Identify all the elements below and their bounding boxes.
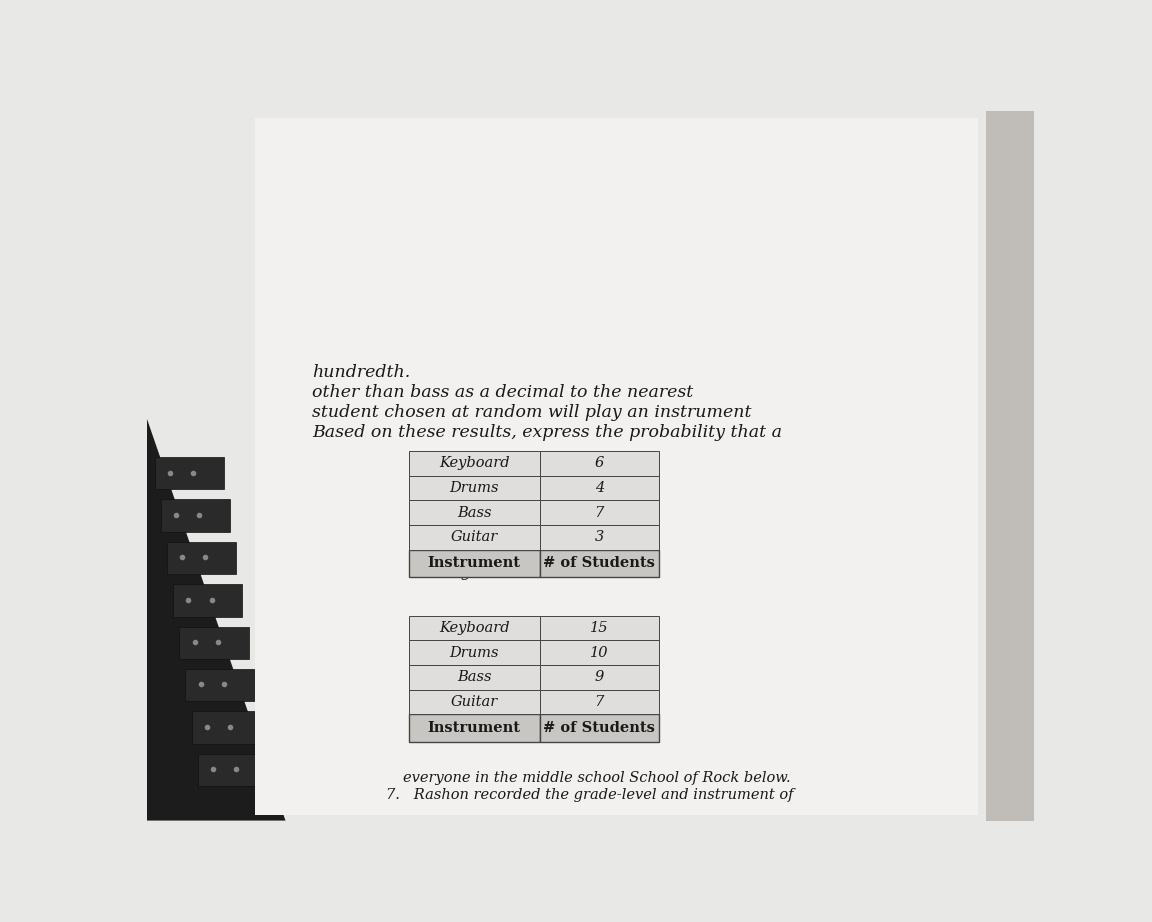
Bar [539,665,659,690]
Bar [539,550,659,577]
Bar [539,451,659,476]
Text: Keyboard: Keyboard [439,456,509,470]
Text: 4: 4 [594,481,604,495]
Text: 15: 15 [590,621,608,635]
Text: # of Students: # of Students [544,721,655,735]
Text: 7: 7 [594,505,604,520]
Bar [409,451,539,476]
Text: Eighth Grade Students: Eighth Grade Students [445,566,623,580]
Text: other than bass as a decimal to the nearest: other than bass as a decimal to the near… [312,384,694,401]
Bar [539,641,659,665]
Text: Guitar: Guitar [450,695,498,709]
Text: 3: 3 [594,530,604,544]
Bar [198,753,267,786]
Bar [539,715,659,742]
Text: Seventh Grade Students: Seventh Grade Students [439,731,628,745]
Bar [167,542,236,574]
Bar [191,711,260,743]
Text: Drums: Drums [449,481,499,495]
Bar [986,111,1034,821]
Bar [161,500,230,532]
Bar [409,501,539,525]
Bar [255,118,978,815]
Text: Drums: Drums [449,645,499,660]
Text: Keyboard: Keyboard [439,621,509,635]
Bar [539,476,659,501]
Text: Instrument: Instrument [427,556,521,571]
Text: student chosen at random will play an instrument: student chosen at random will play an in… [312,404,752,421]
Bar [409,550,539,577]
Bar [409,641,539,665]
Bar [409,715,539,742]
Bar [409,690,539,715]
Bar [409,525,539,550]
Text: everyone in the middle school School of Rock below.: everyone in the middle school School of … [402,772,790,786]
Text: Based on these results, express the probability that a: Based on these results, express the prob… [312,424,782,441]
Text: 7: 7 [594,695,604,709]
Text: Bass: Bass [457,670,492,684]
Bar [185,668,255,702]
Text: 10: 10 [590,645,608,660]
Polygon shape [146,419,286,821]
Bar [539,501,659,525]
Bar [173,585,242,617]
Text: 9: 9 [594,670,604,684]
Bar [539,525,659,550]
Text: 6: 6 [594,456,604,470]
Bar [409,665,539,690]
Text: Bass: Bass [457,505,492,520]
Text: hundredth.: hundredth. [312,364,410,381]
Text: # of Students: # of Students [544,556,655,571]
Text: Instrument: Instrument [427,721,521,735]
Text: 7.   Rashon recorded the grade-level and instrument of: 7. Rashon recorded the grade-level and i… [386,788,793,802]
Bar [539,616,659,641]
Text: Guitar: Guitar [450,530,498,544]
Bar [539,690,659,715]
Bar [409,476,539,501]
Bar [154,457,223,490]
Bar [180,627,249,659]
Bar [409,616,539,641]
